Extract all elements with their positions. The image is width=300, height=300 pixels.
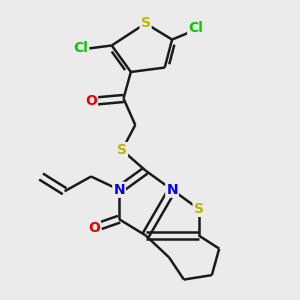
Text: Cl: Cl: [188, 21, 203, 35]
Text: N: N: [113, 183, 125, 197]
Text: O: O: [85, 94, 97, 108]
Text: Cl: Cl: [74, 41, 88, 56]
Text: S: S: [141, 16, 151, 30]
Text: S: S: [117, 143, 127, 157]
Text: S: S: [194, 202, 204, 216]
Text: O: O: [88, 221, 100, 235]
Text: N: N: [166, 183, 178, 197]
